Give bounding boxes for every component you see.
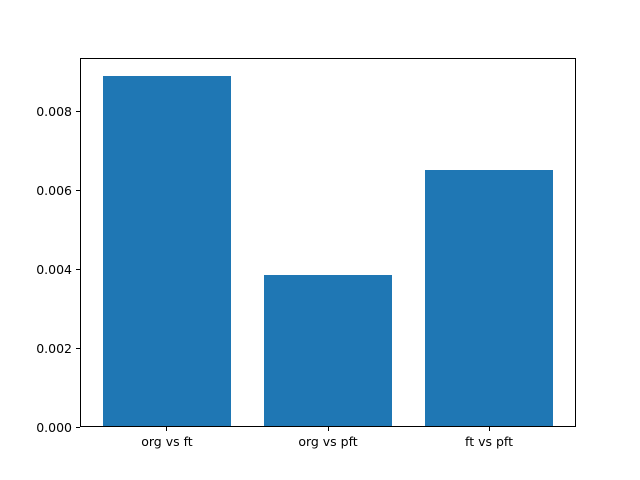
- y-tick-mark: [76, 189, 80, 191]
- bar-org-vs-pft: [263, 274, 393, 427]
- y-tick-mark: [76, 110, 80, 112]
- x-tick-label: ft vs pft: [465, 433, 514, 449]
- y-tick-mark: [76, 268, 80, 270]
- x-tick-label: org vs ft: [141, 433, 193, 449]
- y-tick-label: 0.000: [36, 419, 72, 435]
- x-tick-mark: [166, 427, 168, 431]
- plot-area: [80, 58, 576, 427]
- y-tick-label: 0.004: [36, 261, 72, 277]
- y-tick-label: 0.008: [36, 103, 72, 119]
- y-tick-label: 0.002: [36, 340, 72, 356]
- x-tick-label: org vs pft: [298, 433, 358, 449]
- y-tick-label: 0.006: [36, 182, 72, 198]
- bar-org-vs-ft: [102, 75, 232, 427]
- x-tick-mark: [488, 427, 490, 431]
- y-tick-mark: [76, 426, 80, 428]
- x-tick-mark: [327, 427, 329, 431]
- bar-ft-vs-pft: [424, 170, 554, 427]
- y-tick-mark: [76, 347, 80, 349]
